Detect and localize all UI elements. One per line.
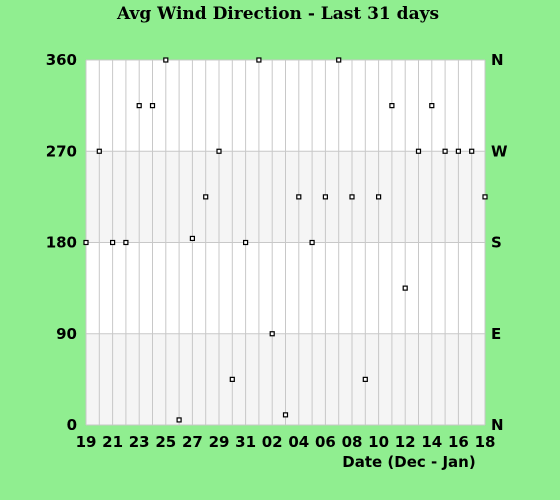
x-tick-label: 19 bbox=[76, 433, 97, 451]
y-axis-compass-ticks: N E S W N bbox=[491, 51, 508, 434]
data-point bbox=[429, 103, 435, 109]
data-point bbox=[415, 148, 422, 154]
data-point bbox=[282, 412, 289, 418]
y-compass-label: E bbox=[491, 325, 501, 343]
chart-title: Avg Wind Direction - Last 31 days bbox=[116, 4, 439, 24]
data-point bbox=[482, 194, 488, 200]
y-tick-label: 270 bbox=[46, 142, 77, 160]
data-point bbox=[362, 376, 368, 382]
y-axis-ticks: 0 90 180 270 360 bbox=[46, 51, 77, 434]
data-point bbox=[203, 194, 209, 200]
x-tick-label: 21 bbox=[102, 433, 123, 451]
data-point bbox=[336, 57, 342, 63]
data-point bbox=[402, 285, 408, 291]
data-point bbox=[149, 103, 156, 109]
data-point bbox=[109, 239, 116, 246]
x-tick-label: 12 bbox=[395, 433, 416, 451]
x-tick-label: 08 bbox=[342, 433, 363, 451]
data-point bbox=[256, 57, 262, 63]
data-points bbox=[83, 57, 488, 423]
x-axis-label: Date (Dec - Jan) bbox=[342, 453, 475, 471]
data-point bbox=[83, 239, 89, 246]
y-compass-label: W bbox=[491, 142, 508, 160]
x-tick-label: 04 bbox=[288, 433, 309, 451]
x-tick-label: 31 bbox=[235, 433, 256, 451]
data-point bbox=[469, 148, 475, 154]
data-point bbox=[229, 376, 235, 382]
data-point bbox=[136, 103, 142, 109]
data-point bbox=[349, 194, 355, 200]
x-tick-label: 25 bbox=[155, 433, 176, 451]
data-point bbox=[455, 148, 461, 154]
x-axis-ticks: 19 21 23 25 27 29 31 02 04 06 08 10 12 14 16 18 bbox=[76, 433, 496, 451]
data-point bbox=[309, 239, 315, 246]
data-point bbox=[216, 148, 222, 154]
x-tick-label: 14 bbox=[421, 433, 442, 451]
y-tick-label: 360 bbox=[46, 51, 77, 69]
data-point bbox=[322, 194, 328, 200]
x-tick-label: 27 bbox=[182, 433, 203, 451]
x-tick-label: 23 bbox=[129, 433, 150, 451]
y-compass-label: S bbox=[491, 234, 502, 252]
x-tick-label: 10 bbox=[368, 433, 389, 451]
x-tick-label: 18 bbox=[475, 433, 496, 451]
data-point bbox=[163, 57, 169, 63]
data-point bbox=[442, 148, 448, 154]
x-tick-label: 29 bbox=[209, 433, 230, 451]
data-point bbox=[243, 239, 249, 246]
data-point bbox=[96, 148, 102, 154]
x-tick-label: 06 bbox=[315, 433, 336, 451]
x-tick-label: 02 bbox=[262, 433, 283, 451]
data-point bbox=[176, 417, 182, 423]
y-tick-label: 180 bbox=[46, 234, 77, 252]
data-point bbox=[269, 331, 275, 337]
data-point bbox=[123, 239, 129, 246]
data-point bbox=[189, 235, 195, 242]
y-compass-label: N bbox=[491, 416, 504, 434]
x-tick-label: 16 bbox=[448, 433, 469, 451]
data-point bbox=[389, 103, 395, 109]
data-point bbox=[376, 194, 382, 200]
y-tick-label: 90 bbox=[56, 325, 77, 343]
y-compass-label: N bbox=[491, 51, 504, 69]
y-tick-label: 0 bbox=[67, 416, 77, 434]
data-point bbox=[296, 194, 302, 200]
